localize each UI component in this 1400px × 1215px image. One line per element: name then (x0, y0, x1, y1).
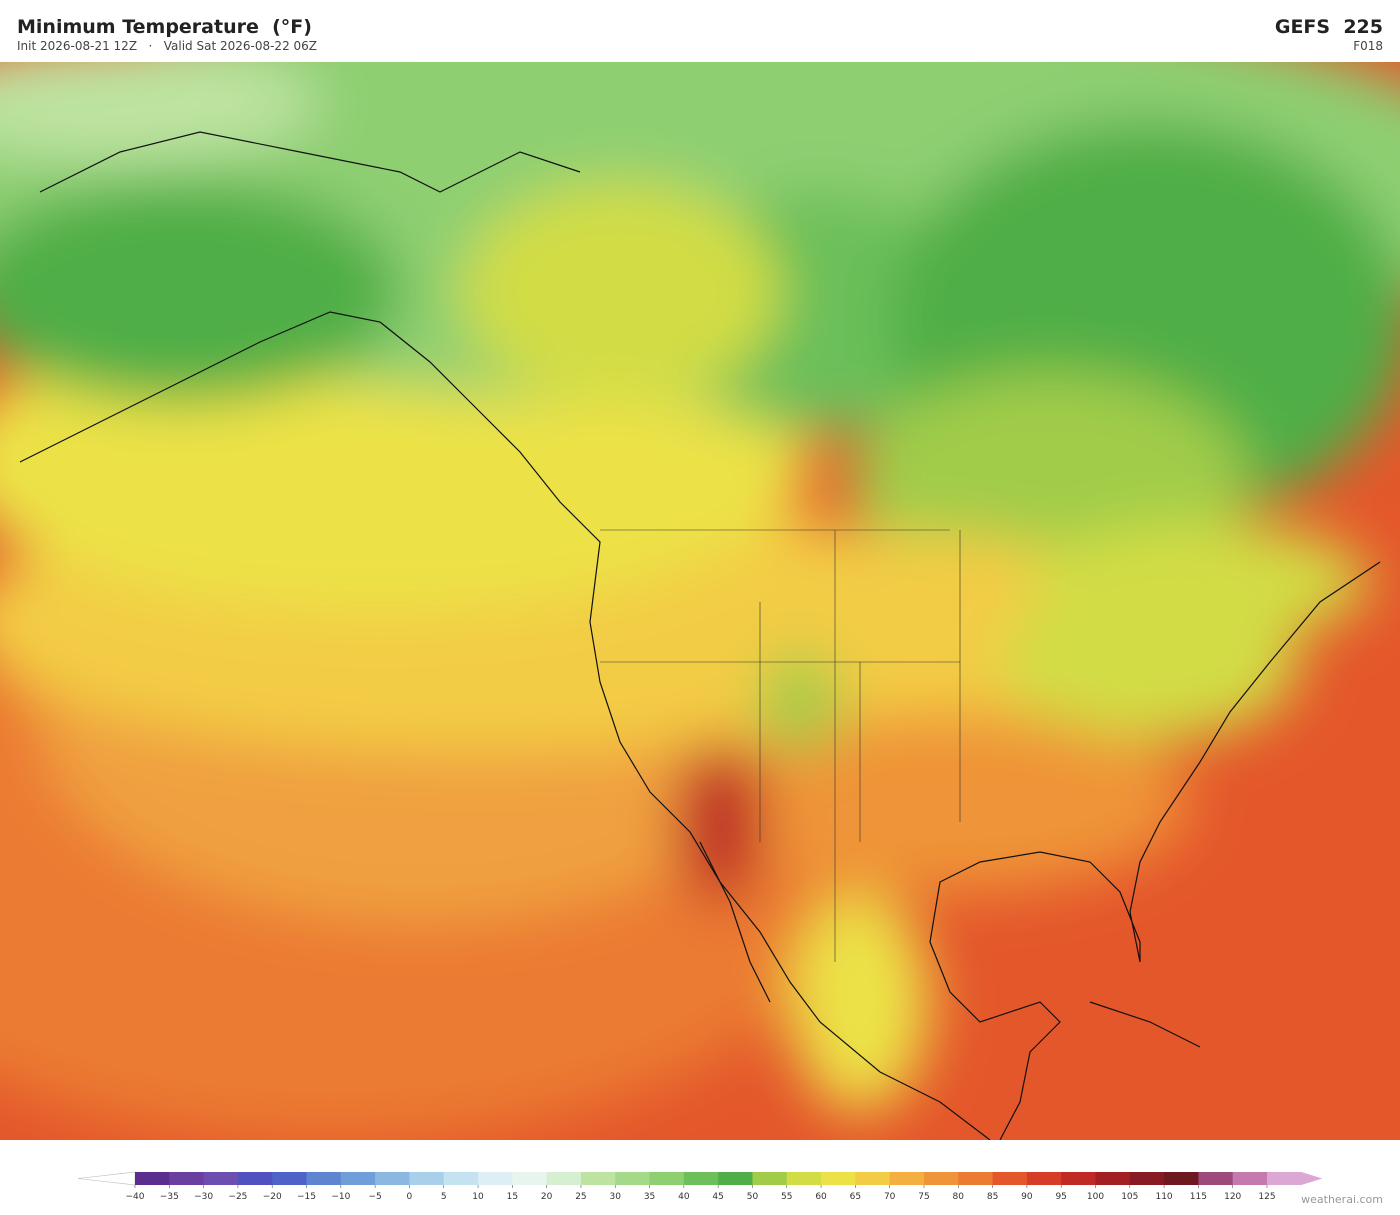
colorbar-tick-label: 105 (1121, 1192, 1138, 1202)
colorbar-bin (1026, 1172, 1062, 1185)
colorbar-bin (821, 1172, 856, 1185)
colorbar-bin (340, 1172, 376, 1185)
colorbar-tick-label: 60 (815, 1192, 827, 1202)
colorbar-bin (306, 1172, 342, 1185)
colorbar-tick-label: 95 (1055, 1192, 1066, 1202)
colorbar-tick-label: 30 (610, 1192, 622, 1202)
colorbar-bin (1164, 1172, 1199, 1185)
colorbar-tick-label: −5 (368, 1192, 381, 1202)
colorbar-extend-low (77, 1171, 136, 1186)
colorbar-bin (1198, 1172, 1234, 1185)
colorbar-tick-label: 85 (987, 1192, 998, 1202)
colorbar-tick-label: −35 (160, 1192, 179, 1202)
colorbar-tick-label: −25 (228, 1192, 247, 1202)
colorbar-bin (203, 1172, 239, 1185)
colorbar-tick-label: 100 (1087, 1192, 1104, 1202)
colorbar-tick-label: −40 (126, 1192, 145, 1202)
colorbar-tick-label: 115 (1190, 1192, 1207, 1202)
colorbar-bin (923, 1172, 959, 1185)
colorbar-bin (1095, 1172, 1131, 1185)
colorbar-bin (649, 1172, 685, 1185)
title: Minimum Temperature (°F) (17, 16, 312, 38)
colorbar-bin (375, 1172, 410, 1185)
colorbar-tick-label: 5 (441, 1192, 447, 1202)
colorbar-bin (135, 1172, 170, 1185)
colorbar-bin (1061, 1172, 1096, 1185)
colorbar-tick-label: −20 (263, 1192, 282, 1202)
forecast-hour: F018 (1353, 39, 1383, 53)
colorbar-bin (1232, 1172, 1268, 1185)
map (0, 62, 1400, 1140)
colorbar-bin (1129, 1172, 1165, 1185)
subtitle: Init 2026-08-21 12Z · Valid Sat 2026-08-… (17, 39, 318, 53)
colorbar-bin (580, 1172, 616, 1185)
colorbar-bin (1267, 1172, 1302, 1185)
colorbar-tick-label: 10 (472, 1192, 484, 1202)
colorbar-tick-label: 40 (678, 1192, 690, 1202)
colorbar-tick-label: −10 (331, 1192, 350, 1202)
colorbar-tick-label: −15 (297, 1192, 316, 1202)
colorbar-tick-label: 80 (953, 1192, 965, 1202)
colorbar-tick-label: 75 (918, 1192, 929, 1202)
colorbar-bin (786, 1172, 822, 1185)
colorbar-bin (169, 1172, 205, 1185)
colorbar-tick-label: 55 (781, 1192, 792, 1202)
colorbar-tick-label: 70 (884, 1192, 896, 1202)
colorbar-bin (443, 1172, 479, 1185)
colorbar-bin (992, 1172, 1028, 1185)
colorbar-tick-label: 120 (1224, 1192, 1241, 1202)
colorbar-bin (237, 1172, 273, 1185)
colorbar-bin (958, 1172, 994, 1185)
watermark: weatherai.com (1301, 1193, 1383, 1206)
colorbar-extend-high (1301, 1172, 1323, 1185)
colorbar-tick-label: 90 (1021, 1192, 1033, 1202)
colorbar-tick-label: −30 (194, 1192, 213, 1202)
colorbar-bin (478, 1172, 513, 1185)
colorbar-tick-label: 125 (1258, 1192, 1275, 1202)
colorbar-tick-label: 20 (541, 1192, 553, 1202)
colorbar-bin (855, 1172, 891, 1185)
colorbar-tick-label: 110 (1155, 1192, 1172, 1202)
colorbar-bin (752, 1172, 788, 1185)
colorbar-tick-label: 35 (644, 1192, 655, 1202)
colorbar-bin (718, 1172, 753, 1185)
colorbar-tick-label: 15 (507, 1192, 518, 1202)
colorbar-bin (272, 1172, 308, 1185)
colorbar-bin (889, 1172, 925, 1185)
colorbar-bin (409, 1172, 445, 1185)
colorbar-tick-label: 25 (575, 1192, 586, 1202)
colorbar-bin (683, 1172, 719, 1185)
colorbar-tick-label: 45 (712, 1192, 723, 1202)
colorbar-bin (546, 1172, 582, 1185)
colorbar: −40 −35 −30 −25 −20 −15 −10 −5 0 5 10 15 20 25 30 35 40 4… (77, 1171, 1323, 1202)
colorbar-bin (615, 1172, 651, 1185)
model: GEFS 225 (1274, 16, 1383, 38)
colorbar-tick-label: 65 (850, 1192, 861, 1202)
colorbar-tick-label: 50 (747, 1192, 759, 1202)
colorbar-tick-label: 0 (407, 1192, 413, 1202)
colorbar-bin (512, 1172, 548, 1185)
